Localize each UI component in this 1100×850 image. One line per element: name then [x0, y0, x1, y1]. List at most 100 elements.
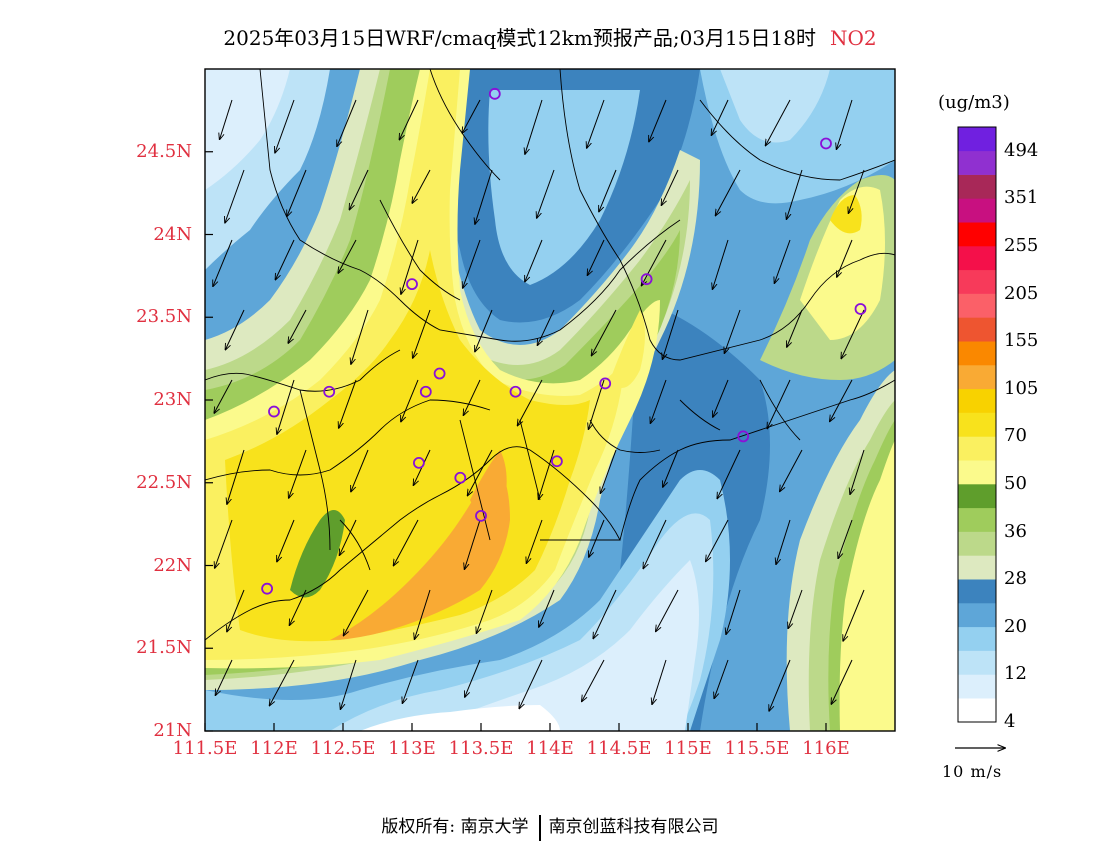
wind-arrow [349, 169, 369, 210]
x-tick-label: 116E [802, 738, 850, 759]
wind-arrow [706, 519, 729, 561]
colorbar-segment [958, 436, 996, 461]
wind-arrow [788, 589, 803, 628]
wind-arrow [213, 239, 233, 286]
wind-arrow [843, 589, 865, 641]
wind-arrow [537, 169, 555, 218]
wind-arrow [214, 379, 233, 413]
colorbar-segment [958, 198, 996, 223]
y-tick-label: 23N [153, 389, 192, 410]
wind-arrow [652, 659, 667, 704]
colorbar-segment [958, 507, 996, 532]
colorbar-label: 12 [1004, 663, 1027, 685]
wind-arrow [402, 659, 419, 703]
y-tick-label: 24N [153, 223, 192, 245]
wind-arrow [463, 239, 481, 288]
wind-arrow [225, 309, 245, 350]
wind-arrow [393, 519, 419, 566]
wind-arrow [848, 169, 865, 213]
wind-arrow [600, 449, 617, 493]
wind-arrow [220, 99, 233, 139]
colorbar-segment [958, 412, 996, 437]
colorbar-label: 205 [1004, 282, 1039, 304]
wind-arrow [663, 449, 679, 487]
wind-arrow [713, 379, 729, 417]
wind-arrow [593, 589, 617, 639]
station-marker [820, 137, 832, 150]
wind-arrow [780, 449, 803, 491]
station-marker [433, 367, 446, 380]
wind-arrow [475, 309, 493, 352]
colorbar-segment [958, 127, 996, 152]
wind-arrow [769, 659, 791, 711]
station-marker [406, 278, 418, 291]
copyright-prefix: 版权所有: [381, 817, 456, 837]
wind-arrow [288, 309, 307, 343]
colorbar-label: 4 [1004, 711, 1016, 732]
colorbar-label: 155 [1004, 330, 1039, 352]
wind-arrow [338, 239, 357, 273]
colorbar-segment [958, 698, 996, 723]
wind-arrow [662, 309, 679, 359]
wind-arrow [339, 379, 357, 428]
wind-arrow [462, 99, 481, 133]
wind-arrow [831, 659, 853, 704]
x-tick-label: 114.5E [586, 738, 652, 759]
colorbar-segment [958, 269, 996, 294]
station-marker [854, 303, 867, 315]
wind-arrow [767, 379, 791, 429]
title-main: 2025年03月15日WRF/cmaq模式12km预报产品;03月15日18时 [223, 26, 816, 50]
colorbar-segment [958, 150, 996, 175]
wind-arrow [537, 309, 555, 345]
wind-arrow [275, 99, 295, 153]
wind-arrow [476, 589, 493, 633]
colorbar-segment [958, 460, 996, 485]
copyright-divider [538, 814, 541, 841]
colorbar-segment [958, 674, 996, 699]
colorbar-segment [958, 626, 996, 651]
station-marker [551, 455, 563, 468]
wind-arrow [465, 659, 481, 697]
x-tick-label: 112E [250, 738, 298, 759]
y-tick-label: 21N [153, 720, 192, 741]
wind-arrow [587, 99, 605, 148]
wind-arrow [525, 99, 543, 154]
wind-arrow [711, 99, 729, 135]
wind-arrow [339, 519, 357, 555]
colorbar-segment [958, 555, 996, 580]
station-marker [488, 87, 501, 100]
wind-arrow [643, 519, 667, 569]
wind-arrow [343, 589, 369, 636]
wind-arrow [587, 239, 605, 275]
wind-arrow [225, 169, 245, 223]
colorbar-segment [958, 603, 996, 628]
colorbar-segment [958, 246, 996, 271]
x-tick-label: 114E [526, 738, 574, 759]
wind-arrow [215, 659, 233, 695]
wind-vector-field [213, 99, 865, 711]
colorbar-label: 28 [1004, 568, 1027, 590]
title-species: NO2 [829, 26, 877, 50]
y-tick-label: 24.5N [136, 140, 192, 162]
y-tick-label: 21.5N [136, 637, 192, 659]
colorbar-segment [958, 388, 996, 413]
station-marker [475, 509, 487, 522]
y-tick-label: 23.5N [136, 306, 192, 328]
wind-arrow [519, 659, 543, 709]
concentration-field [205, 69, 895, 731]
wind-arrow [591, 309, 617, 356]
wind-arrow [717, 449, 741, 499]
wind-arrow [714, 659, 729, 698]
wind-arrow [589, 519, 605, 557]
x-tick-label: 111.5E [172, 738, 238, 759]
station-markers [261, 87, 867, 595]
wind-arrow [351, 309, 369, 364]
wind-arrow [475, 169, 493, 224]
colorbar-segment [958, 317, 996, 342]
colorbar-segment [958, 650, 996, 675]
wind-arrow [215, 519, 233, 568]
colorbar-segment [958, 341, 996, 366]
colorbar-unit: (ug/m3) [938, 92, 1010, 113]
wind-arrow [661, 169, 679, 205]
wind-arrow [289, 449, 307, 498]
